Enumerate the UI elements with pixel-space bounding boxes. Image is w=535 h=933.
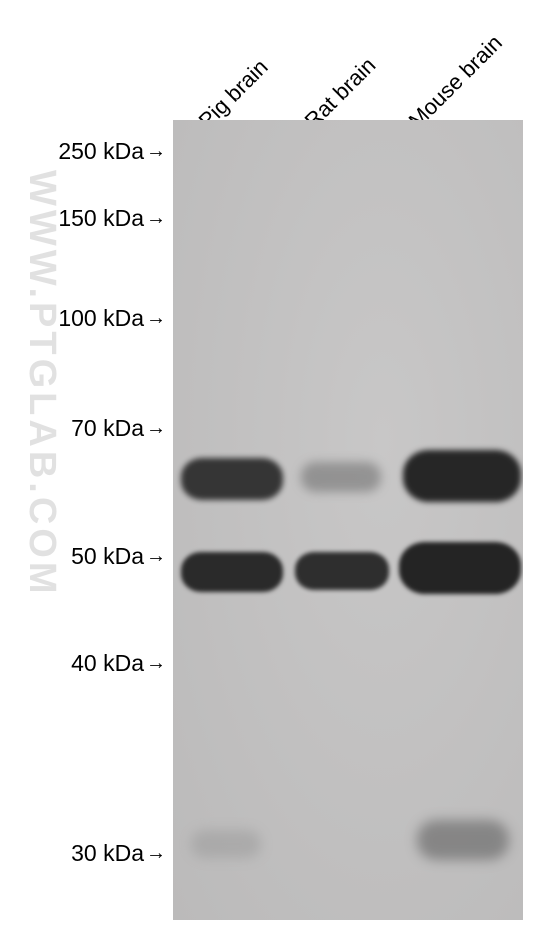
lane-label-mouse: Mouse brain: [404, 30, 508, 134]
arrow-icon: →: [146, 652, 166, 675]
arrow-icon: →: [146, 842, 166, 865]
blot-membrane: [173, 120, 523, 920]
mw-100: 100 kDa→: [58, 305, 166, 332]
western-blot-figure: WWW.PTGLAB.COM Pig brain Rat brain Mouse…: [0, 0, 535, 933]
arrow-icon: →: [146, 417, 166, 440]
mw-150-text: 150 kDa: [58, 205, 144, 232]
mw-250-text: 250 kDa: [58, 138, 144, 165]
blot-band: [301, 462, 381, 492]
blot-gradient-overlay: [173, 120, 523, 920]
mw-30: 30 kDa→: [71, 840, 166, 867]
arrow-icon: →: [146, 545, 166, 568]
lane-labels-row: Pig brain Rat brain Mouse brain: [170, 0, 530, 120]
mw-40-text: 40 kDa: [71, 650, 144, 677]
blot-band: [417, 820, 509, 860]
blot-band: [181, 552, 283, 592]
blot-band: [191, 830, 261, 858]
mw-100-text: 100 kDa: [58, 305, 144, 332]
mw-50: 50 kDa→: [71, 543, 166, 570]
mw-70: 70 kDa→: [71, 415, 166, 442]
blot-band: [295, 552, 389, 590]
mw-40: 40 kDa→: [71, 650, 166, 677]
mw-150: 150 kDa→: [58, 205, 166, 232]
blot-band: [181, 458, 283, 500]
mw-50-text: 50 kDa: [71, 543, 144, 570]
watermark-text: WWW.PTGLAB.COM: [20, 170, 63, 597]
arrow-icon: →: [146, 207, 166, 230]
mw-30-text: 30 kDa: [71, 840, 144, 867]
mw-250: 250 kDa→: [58, 138, 166, 165]
blot-band: [403, 450, 521, 502]
mw-70-text: 70 kDa: [71, 415, 144, 442]
blot-band: [399, 542, 521, 594]
arrow-icon: →: [146, 307, 166, 330]
arrow-icon: →: [146, 140, 166, 163]
